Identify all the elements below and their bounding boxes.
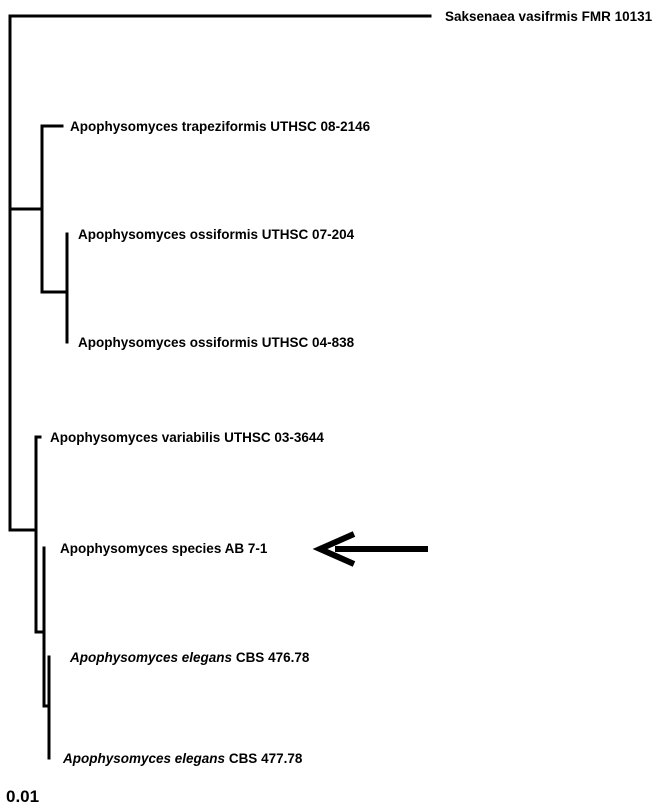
highlight-arrow: [312, 531, 428, 567]
leaf-label-ossiformis-04: Apophysomyces ossiformis UTHSC 04-838: [78, 335, 355, 350]
tree-branches: [8, 14, 432, 760]
leaf-label-variabilis: Apophysomyces variabilis UTHSC 03-3644: [50, 430, 324, 445]
leaf-label-elegans-477: Apophysomyces elegans CBS 477.78: [62, 751, 303, 766]
leaf-label-trapeziformis: Apophysomyces trapeziformis UTHSC 08-214…: [70, 119, 371, 134]
leaf-label-species-ab: Apophysomyces species AB 7-1: [60, 541, 268, 556]
arrow-head: [312, 531, 356, 567]
leaf-label-saksenaea: Saksenaea vasifrmis FMR 10131: [445, 9, 653, 24]
leaf-labels: Saksenaea vasifrmis FMR 10131 Apophysomy…: [50, 9, 653, 766]
leaf-label-ossiformis-07: Apophysomyces ossiformis UTHSC 07-204: [78, 227, 355, 242]
scale-bar-label: 0.01: [6, 787, 39, 806]
leaf-label-elegans-476: Apophysomyces elegans CBS 476.78: [69, 650, 310, 665]
